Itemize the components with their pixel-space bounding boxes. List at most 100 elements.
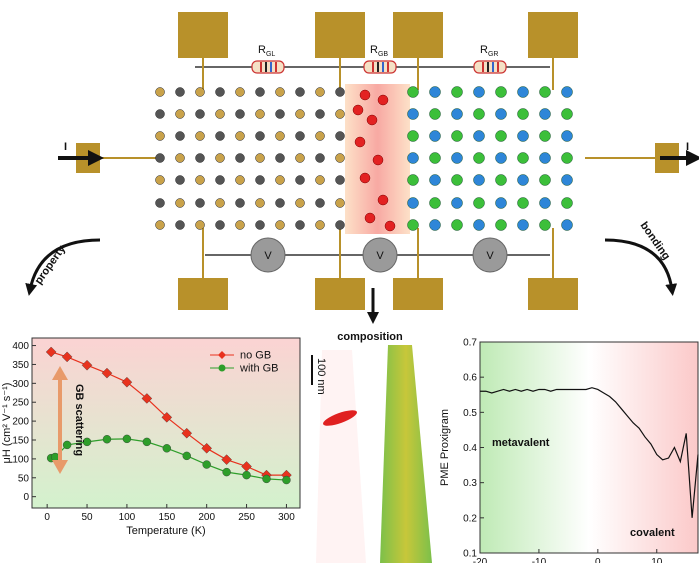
pad <box>528 12 578 58</box>
atom <box>451 108 463 120</box>
atom <box>473 174 485 186</box>
atom <box>366 114 378 126</box>
atom <box>407 219 419 231</box>
atom <box>517 152 529 164</box>
y-tick-label: 250 <box>12 398 29 409</box>
marker <box>81 359 93 371</box>
atom <box>517 108 529 120</box>
atom <box>473 86 485 98</box>
atom <box>255 87 265 97</box>
x-tick-label: -10 <box>532 557 547 563</box>
y-tick-label: 150 <box>12 436 29 447</box>
current-label: I <box>686 141 689 153</box>
atom <box>495 86 507 98</box>
marker <box>142 437 152 447</box>
marker <box>162 444 171 453</box>
marker <box>121 376 133 388</box>
annotation: GB scattering <box>73 384 85 456</box>
x-tick-label: 50 <box>81 512 93 523</box>
atom <box>495 197 507 209</box>
atom <box>561 130 573 142</box>
atom <box>473 219 485 231</box>
y-tick-label: 50 <box>18 473 30 484</box>
atom <box>315 109 325 119</box>
arrow-label: property <box>33 243 69 287</box>
apt-red <box>316 350 366 563</box>
atom <box>473 152 485 164</box>
marker <box>101 367 113 379</box>
atom <box>429 197 441 209</box>
atom <box>451 86 463 98</box>
y-tick-label: 0.3 <box>463 478 477 489</box>
atom <box>429 219 441 231</box>
marker <box>45 346 57 358</box>
atom <box>275 131 285 141</box>
atom <box>495 219 507 231</box>
marker <box>262 474 271 484</box>
band <box>487 62 489 72</box>
atom <box>517 86 529 98</box>
atom <box>561 86 573 98</box>
atom <box>451 219 463 231</box>
voltmeter <box>250 237 286 273</box>
atom <box>561 197 573 209</box>
atom <box>335 131 345 141</box>
atom <box>335 153 345 163</box>
curved-arrow <box>25 238 101 296</box>
atom <box>539 152 551 164</box>
atom <box>235 87 245 97</box>
x-tick-label: 10 <box>651 557 663 563</box>
y-tick-label: 0.5 <box>463 408 477 419</box>
atom <box>315 153 325 163</box>
atom <box>451 174 463 186</box>
atom <box>539 108 551 120</box>
voltmeter-label: V <box>376 250 384 262</box>
atom <box>255 175 265 185</box>
atom <box>275 220 285 230</box>
marker <box>122 434 132 444</box>
center-label: composition <box>337 331 403 343</box>
pad <box>178 278 228 310</box>
legend-marker <box>218 351 226 359</box>
resistor <box>473 60 507 74</box>
atom <box>175 198 185 208</box>
atom <box>315 175 325 185</box>
atom <box>539 174 551 186</box>
atom <box>295 87 305 97</box>
apt-green <box>380 345 432 563</box>
pad <box>528 278 578 310</box>
atom <box>275 153 285 163</box>
marker <box>222 467 231 477</box>
x-tick-label: 0 <box>595 557 601 563</box>
marker <box>82 437 92 447</box>
marker <box>282 475 291 485</box>
band <box>372 62 374 72</box>
atom <box>235 153 245 163</box>
marker <box>102 435 112 444</box>
resistor <box>363 60 397 74</box>
atom <box>335 220 345 230</box>
atom <box>195 220 205 230</box>
band <box>387 62 389 72</box>
atom <box>517 197 529 209</box>
marker <box>202 460 211 469</box>
atom <box>195 175 205 185</box>
atom <box>155 131 165 141</box>
atom <box>429 152 441 164</box>
band <box>382 62 384 72</box>
atom <box>175 109 185 119</box>
atom <box>495 152 507 164</box>
pad <box>315 278 365 310</box>
atom <box>539 86 551 98</box>
atom <box>295 175 305 185</box>
atom <box>561 219 573 231</box>
atom <box>561 152 573 164</box>
scale-label: 100 nm <box>315 358 327 395</box>
atom <box>451 130 463 142</box>
atom <box>175 175 185 185</box>
legend-label: no GB <box>240 350 271 362</box>
atom <box>255 198 265 208</box>
atom <box>517 219 529 231</box>
atom <box>195 198 205 208</box>
resistor-label: RGL <box>258 44 275 58</box>
